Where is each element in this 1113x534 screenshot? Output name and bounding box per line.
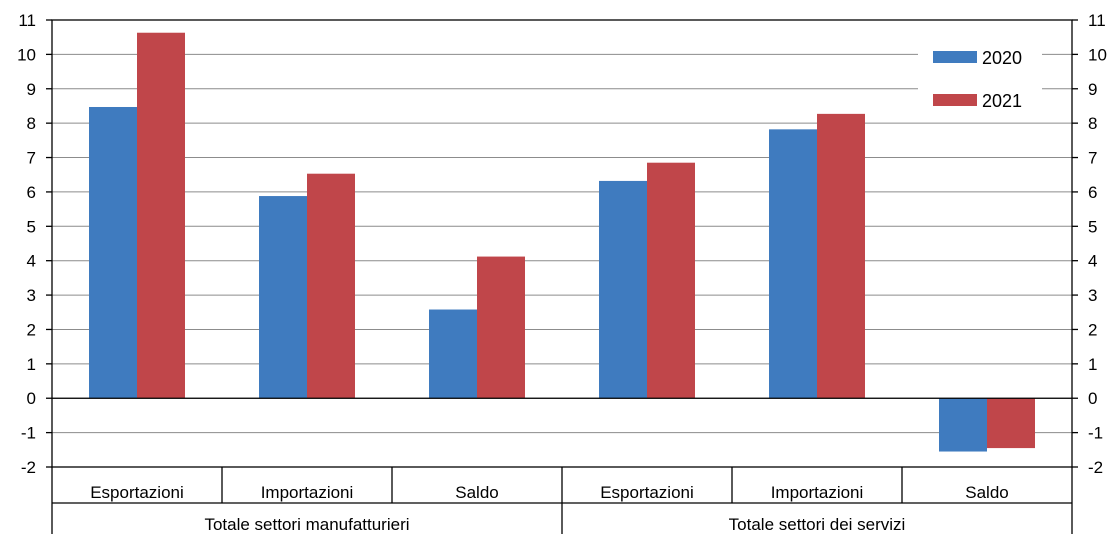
bar-2021-3 xyxy=(477,256,525,399)
y-tick-label-right: 5 xyxy=(1088,217,1097,236)
x-category-label: Esportazioni xyxy=(600,483,694,502)
legend-label-2020: 2020 xyxy=(982,48,1022,68)
bar-2021-2 xyxy=(307,173,355,399)
bar-2021-4 xyxy=(647,162,695,399)
y-tick-label-right: 1 xyxy=(1088,355,1097,374)
x-category-label: Importazioni xyxy=(771,483,864,502)
y-tick-label-left: 5 xyxy=(27,217,36,236)
y-tick-label-right: -1 xyxy=(1088,424,1103,443)
bar-2020-2 xyxy=(259,196,307,399)
y-tick-label-right: 7 xyxy=(1088,149,1097,168)
bar-2020-5 xyxy=(769,129,817,399)
y-tick-label-left: 11 xyxy=(18,11,36,30)
bar-2020-1 xyxy=(89,106,137,399)
y-tick-label-left: 0 xyxy=(27,389,36,408)
bars xyxy=(89,32,1035,452)
y-tick-label-left: -2 xyxy=(21,458,36,477)
y-tick-label-right: -2 xyxy=(1088,458,1103,477)
y-tick-label-right: 3 xyxy=(1088,286,1097,305)
legend: 2020 2021 xyxy=(918,30,1042,122)
x-category-label: Saldo xyxy=(455,483,498,502)
y-tick-label-right: 11 xyxy=(1088,11,1106,30)
y-tick-label-left: 7 xyxy=(27,149,36,168)
y-tick-label-right: 9 xyxy=(1088,80,1097,99)
y-tick-label-right: 8 xyxy=(1088,114,1097,133)
x-category-label: Esportazioni xyxy=(90,483,184,502)
bar-2021-6 xyxy=(987,398,1035,449)
legend-swatch-2020 xyxy=(933,51,977,63)
y-tick-label-right: 0 xyxy=(1088,389,1097,408)
bar-2020-4 xyxy=(599,180,647,399)
y-tick-label-left: 3 xyxy=(27,286,36,305)
legend-label-2021: 2021 xyxy=(982,91,1022,111)
y-tick-label-left: 1 xyxy=(27,355,36,374)
x-group-label: Totale settori manufatturieri xyxy=(204,515,409,534)
y-tick-label-left: -1 xyxy=(21,424,36,443)
y-tick-label-right: 6 xyxy=(1088,183,1097,202)
x-group-label: Totale settori dei servizi xyxy=(729,515,906,534)
y-tick-label-left: 9 xyxy=(27,80,36,99)
y-tick-label-left: 4 xyxy=(27,252,36,271)
bar-2021-1 xyxy=(137,32,185,399)
legend-swatch-2021 xyxy=(933,94,977,106)
y-tick-label-right: 4 xyxy=(1088,252,1097,271)
y-tick-label-right: 10 xyxy=(1088,45,1107,64)
x-category-label: Saldo xyxy=(965,483,1008,502)
bar-2020-3 xyxy=(429,309,477,399)
y-tick-label-right: 2 xyxy=(1088,320,1097,339)
y-tick-label-left: 6 xyxy=(27,183,36,202)
x-category-label: Importazioni xyxy=(261,483,354,502)
y-tick-label-left: 10 xyxy=(17,45,36,64)
legend-background xyxy=(918,30,1042,122)
y-axis-left-ticks: -2 -1 0 1 2 3 4 5 6 7 8 9 10 11 xyxy=(17,11,52,477)
y-tick-label-left: 8 xyxy=(27,114,36,133)
y-tick-label-left: 2 xyxy=(27,320,36,339)
bar-2020-6 xyxy=(939,398,987,452)
axes xyxy=(51,19,1073,534)
y-axis-right-ticks: -2 -1 0 1 2 3 4 5 6 7 8 9 10 11 xyxy=(1072,11,1107,477)
bar-2021-5 xyxy=(817,113,865,399)
x-axis-categories: Esportazioni Importazioni Saldo Esportazion… xyxy=(90,483,1009,534)
